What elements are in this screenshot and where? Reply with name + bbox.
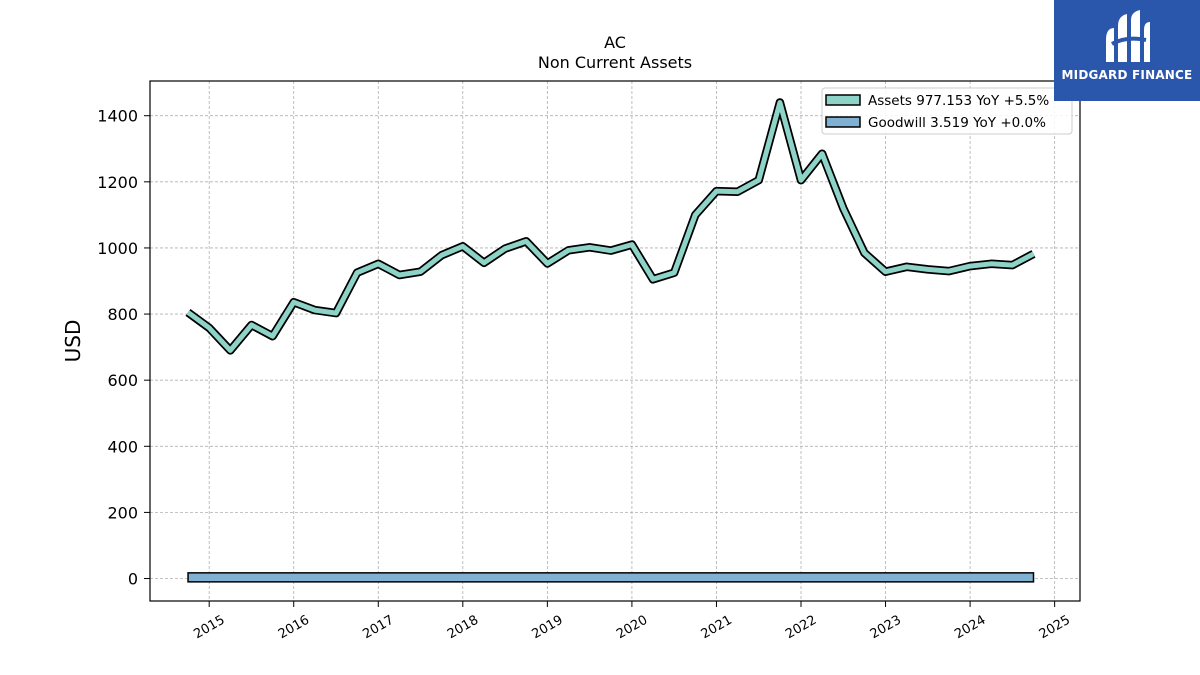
logo-mark-icon [1106, 10, 1150, 62]
legend-swatch-assets [825, 94, 861, 106]
x-tick-label: 2016 [276, 613, 312, 643]
y-tick-label: 400 [107, 437, 138, 456]
y-axis-label: USD [61, 320, 85, 363]
chart-subtitle: Non Current Assets [538, 53, 692, 72]
chart-title: AC [604, 33, 626, 52]
brand-name: MIDGARD FINANCE [1061, 68, 1193, 82]
plot-frame [149, 80, 1081, 602]
y-tick-label: 1400 [97, 107, 138, 126]
series-assets-outline [185, 98, 1036, 355]
bars-layer [187, 572, 1035, 583]
y-axis: 0 200 400 600 800 1000 1200 1400 [97, 107, 150, 589]
x-tick-label: 2015 [191, 613, 227, 643]
x-tick-label: 2017 [360, 613, 396, 643]
x-tick-label: 2021 [699, 613, 735, 643]
legend: Assets 977.153 YoY +5.5% Goodwill 3.519 … [821, 87, 1073, 135]
series-goodwill-band [187, 572, 1035, 583]
y-tick-label: 600 [107, 371, 138, 390]
x-tick-label: 2023 [868, 613, 904, 643]
x-tick-label: 2020 [614, 613, 650, 643]
x-tick-label: 2019 [530, 613, 566, 643]
y-tick-label: 200 [107, 503, 138, 522]
legend-label-assets: Assets 977.153 YoY +5.5% [868, 93, 1049, 109]
lines-layer [185, 98, 1036, 355]
legend-swatch-goodwill [825, 116, 861, 128]
legend-label-goodwill: Goodwill 3.519 YoY +0.0% [868, 115, 1046, 131]
x-tick-label: 2024 [952, 613, 988, 643]
series-assets-line [186, 100, 1035, 353]
y-tick-label: 0 [128, 570, 138, 589]
x-tick-label: 2025 [1037, 613, 1073, 643]
grid [150, 81, 1080, 601]
x-tick-label: 2022 [783, 613, 819, 643]
y-tick-label: 1200 [97, 173, 138, 192]
x-tick-label: 2018 [445, 613, 481, 643]
brand-logo: MIDGARD FINANCE [1054, 0, 1200, 101]
y-tick-label: 800 [107, 305, 138, 324]
x-axis: 2015 2016 2017 2018 2019 2020 2021 2022 2023 2024… [191, 601, 1073, 642]
y-tick-label: 1000 [97, 239, 138, 258]
legend-box [821, 87, 1073, 135]
